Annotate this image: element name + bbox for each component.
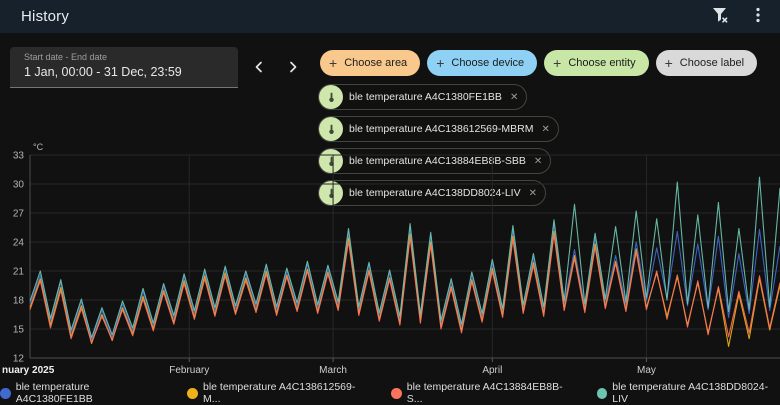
selected-entities: ble temperature A4C1380FE1BB ✕ ble tempera…: [318, 84, 704, 206]
choose-area-chip[interactable]: + Choose area: [320, 50, 421, 76]
legend-item[interactable]: ble temperature A4C138612569-M...: [187, 381, 369, 405]
legend-color-dot: [0, 387, 11, 399]
plus-icon: +: [329, 55, 338, 71]
entity-chip[interactable]: ble temperature A4C138612569-MBRM ✕: [318, 116, 559, 142]
entity-chip[interactable]: ble temperature A4C13884EB8B-SBB ✕: [318, 148, 552, 174]
legend-color-dot: [187, 387, 198, 399]
legend-color-dot: [596, 387, 608, 399]
choose-area-label: Choose area: [344, 57, 408, 69]
entity-chip-label: ble temperature A4C138DD8024-LIV: [349, 187, 521, 199]
filter-remove-button[interactable]: [706, 3, 734, 31]
legend-item[interactable]: ble temperature A4C138DD8024-LIV: [596, 381, 780, 405]
remove-entity-icon[interactable]: ✕: [533, 155, 543, 167]
remove-entity-icon[interactable]: ✕: [541, 123, 550, 135]
svg-text:nuary 2025: nuary 2025: [2, 365, 55, 376]
entity-chip-label: ble temperature A4C13884EB8B-SBB: [349, 155, 526, 167]
choose-label-chip[interactable]: + Choose label: [655, 50, 758, 76]
svg-text:24: 24: [13, 238, 25, 249]
choose-device-label: Choose device: [451, 57, 525, 69]
svg-text:21: 21: [13, 267, 25, 278]
choose-device-chip[interactable]: + Choose device: [427, 50, 538, 76]
thermometer-icon: [319, 181, 343, 205]
legend-item[interactable]: ble temperature A4C13884EB8B-S...: [391, 381, 575, 405]
svg-text:February: February: [169, 365, 209, 376]
history-chart[interactable]: 33 30 27 24 21 18 15 12 nuary 2025 February March A…: [0, 140, 780, 380]
date-range-value: 1 Jan, 00:00 - 31 Dec, 23:59: [24, 65, 182, 79]
overflow-menu-button[interactable]: [744, 3, 772, 31]
svg-text:27: 27: [13, 209, 25, 220]
legend-label: ble temperature A4C13884EB8B-S...: [406, 381, 563, 405]
remove-entity-icon[interactable]: ✕: [509, 91, 519, 103]
chevron-right-icon: [286, 60, 300, 77]
thermometer-icon: [319, 149, 343, 173]
chevron-left-icon: [252, 60, 266, 77]
entity-chip[interactable]: ble temperature A4C1380FE1BB ✕: [318, 84, 528, 110]
svg-text:18: 18: [13, 296, 25, 307]
date-range-label: Start date - End date: [24, 52, 108, 62]
legend-label: ble temperature A4C1380FE1BB: [15, 381, 93, 405]
kebab-menu-icon: [749, 6, 767, 27]
plus-icon: +: [436, 55, 445, 71]
filter-chip-row: + Choose area + Choose device + Choose e…: [320, 50, 758, 76]
svg-text:33: 33: [13, 151, 25, 162]
svg-text:°C: °C: [33, 142, 44, 152]
svg-text:30: 30: [13, 180, 25, 191]
choose-entity-label: Choose entity: [568, 57, 636, 69]
entity-chip-label: ble temperature A4C138612569-MBRM: [349, 123, 534, 135]
thermometer-icon: [319, 85, 343, 109]
next-period-button[interactable]: [280, 55, 306, 81]
previous-period-button[interactable]: [246, 55, 272, 81]
page-title: History: [21, 8, 70, 25]
remove-entity-icon[interactable]: ✕: [528, 187, 537, 199]
legend-label: ble temperature A4C138612569-M...: [202, 381, 356, 405]
chart-legend: ble temperature A4C1380FE1BB ble temperat…: [0, 381, 780, 405]
plus-icon: +: [553, 55, 562, 71]
thermometer-icon: [319, 117, 343, 141]
plus-icon: +: [664, 55, 673, 71]
legend-label: ble temperature A4C138DD8024-LIV: [612, 381, 769, 405]
date-range-field[interactable]: Start date - End date 1 Jan, 00:00 - 31 …: [10, 47, 238, 88]
legend-item[interactable]: ble temperature A4C1380FE1BB: [0, 381, 165, 405]
svg-text:March: March: [319, 365, 347, 376]
legend-color-dot: [391, 387, 402, 399]
app-header: History: [0, 0, 780, 33]
choose-entity-chip[interactable]: + Choose entity: [544, 50, 649, 76]
svg-text:15: 15: [13, 325, 25, 336]
svg-text:April: April: [482, 365, 502, 376]
svg-text:12: 12: [13, 354, 25, 365]
filter-remove-icon: [710, 5, 730, 28]
svg-text:May: May: [637, 365, 656, 376]
entity-chip-label: ble temperature A4C1380FE1BB: [349, 91, 502, 103]
choose-label-label: Choose label: [679, 57, 745, 69]
